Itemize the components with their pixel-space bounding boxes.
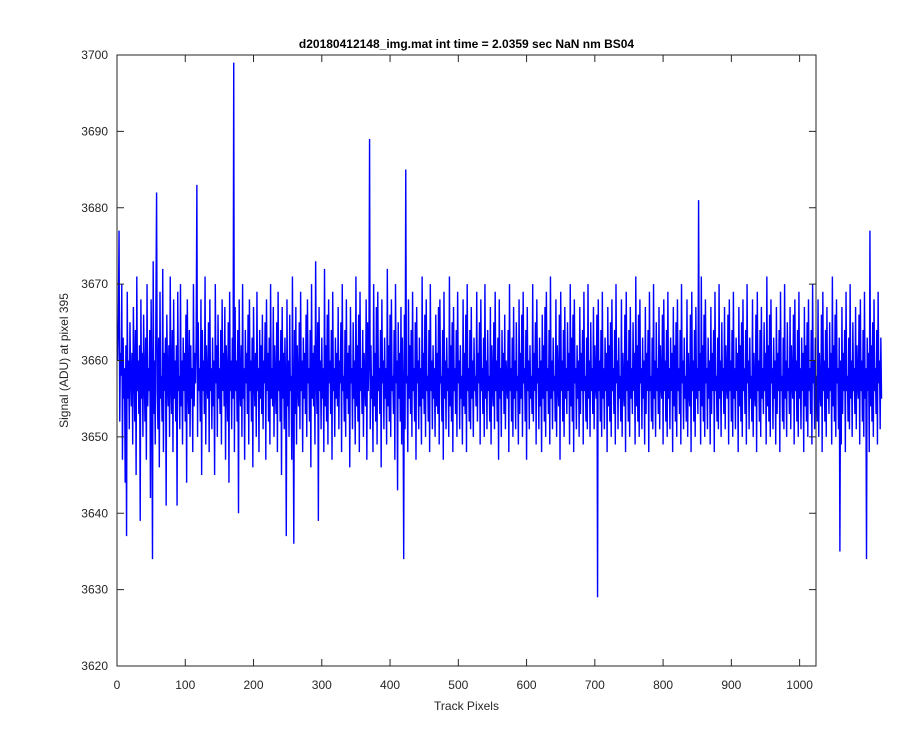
x-tick-label: 700: [585, 678, 605, 692]
x-tick-label: 1000: [786, 678, 813, 692]
y-tick-label: 3680: [81, 201, 108, 215]
x-tick-label: 600: [517, 678, 537, 692]
y-tick-label: 3640: [81, 506, 108, 520]
ticks-layer: 0 100 200 300 400 500 600 700 800 900 1000 3620 3630…: [81, 48, 816, 692]
y-tick-label: 3630: [81, 583, 108, 597]
y-tick-label: 3620: [81, 659, 108, 673]
y-tick-label: 3660: [81, 354, 108, 368]
x-tick-label: 500: [448, 678, 468, 692]
x-tick-label: 100: [175, 678, 195, 692]
y-tick-label: 3650: [81, 430, 108, 444]
x-tick-label: 400: [380, 678, 400, 692]
series-line-0: [116, 62, 883, 598]
x-axis-label: Track Pixels: [434, 699, 499, 713]
x-tick-label: 0: [114, 678, 121, 692]
axes-box: [116, 54, 817, 667]
chart-title: d20180412148_img.mat int time = 2.0359 s…: [299, 37, 635, 51]
y-tick-label: 3700: [81, 48, 108, 62]
y-tick-label: 3690: [81, 124, 108, 138]
y-tick-label: 3670: [81, 277, 108, 291]
x-tick-label: 800: [653, 678, 673, 692]
x-tick-label: 300: [312, 678, 332, 692]
x-tick-label: 900: [721, 678, 741, 692]
series-layer: [116, 62, 883, 598]
x-tick-label: 200: [244, 678, 264, 692]
y-axis-label: Signal (ADU) at pixel 395: [57, 293, 71, 428]
